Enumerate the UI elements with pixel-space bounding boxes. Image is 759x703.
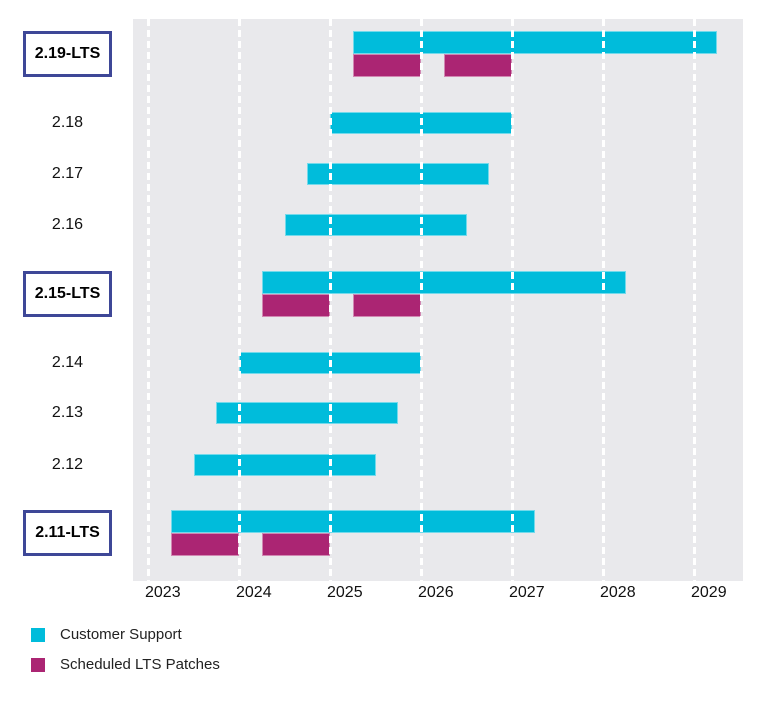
gridline-2026 — [419, 19, 423, 581]
x-tick-label-2027: 2027 — [509, 584, 545, 601]
customer-support-swatch-icon — [31, 627, 45, 642]
version-label-2.18: 2.18 — [51, 113, 84, 131]
version-label-2.17: 2.17 — [51, 164, 84, 182]
gridline-2029 — [692, 19, 696, 581]
lts-patch-bar-2.11-LTS-2 — [261, 532, 330, 556]
support-bar-2.11-LTS — [170, 509, 535, 533]
gridline-2028 — [601, 19, 605, 581]
support-bar-2.19-LTS — [352, 31, 717, 54]
gridline-2023 — [146, 19, 150, 581]
version-label-2.12: 2.12 — [51, 455, 84, 473]
x-tick-label-2029: 2029 — [691, 584, 727, 601]
x-tick-label-2028: 2028 — [600, 584, 636, 601]
version-label-2.14: 2.14 — [51, 353, 84, 371]
lts-patch-bar-2.19-LTS-2 — [443, 54, 512, 77]
version-label-2.13: 2.13 — [51, 403, 84, 421]
gridline-2025 — [328, 19, 332, 581]
x-tick-label-2023: 2023 — [145, 584, 181, 601]
x-tick-label-2025: 2025 — [327, 584, 363, 601]
lts-patch-bar-2.15-LTS-1 — [261, 294, 330, 317]
lts-patches-swatch-icon — [31, 657, 45, 672]
x-tick-label-2024: 2024 — [236, 584, 272, 601]
lts-patch-bar-2.11-LTS-1 — [170, 532, 239, 556]
version-label-2.15-LTS: 2.15-LTS — [23, 271, 112, 317]
support-bar-2.13 — [216, 401, 399, 424]
x-tick-label-2026: 2026 — [418, 584, 454, 601]
legend-item-scheduled-lts-patches: Scheduled LTS Patches — [31, 657, 220, 672]
version-label-2.11-LTS: 2.11-LTS — [23, 509, 112, 556]
gridline-2027 — [510, 19, 514, 581]
lts-patch-bar-2.15-LTS-2 — [352, 294, 421, 317]
version-label-2.16: 2.16 — [51, 215, 84, 233]
gridline-2024 — [237, 19, 241, 581]
plot-area — [133, 19, 743, 581]
lts-patch-bar-2.19-LTS-1 — [352, 54, 421, 77]
version-label-2.19-LTS: 2.19-LTS — [23, 31, 112, 77]
legend-label-scheduled-lts-patches: Scheduled LTS Patches — [60, 656, 220, 673]
support-bar-2.15-LTS — [261, 271, 626, 294]
support-bar-2.16 — [284, 213, 467, 236]
support-bar-2.17 — [307, 162, 490, 185]
support-bar-2.12 — [193, 453, 376, 476]
legend-item-customer-support: Customer Support — [31, 627, 182, 642]
legend-label-customer-support: Customer Support — [60, 626, 182, 643]
